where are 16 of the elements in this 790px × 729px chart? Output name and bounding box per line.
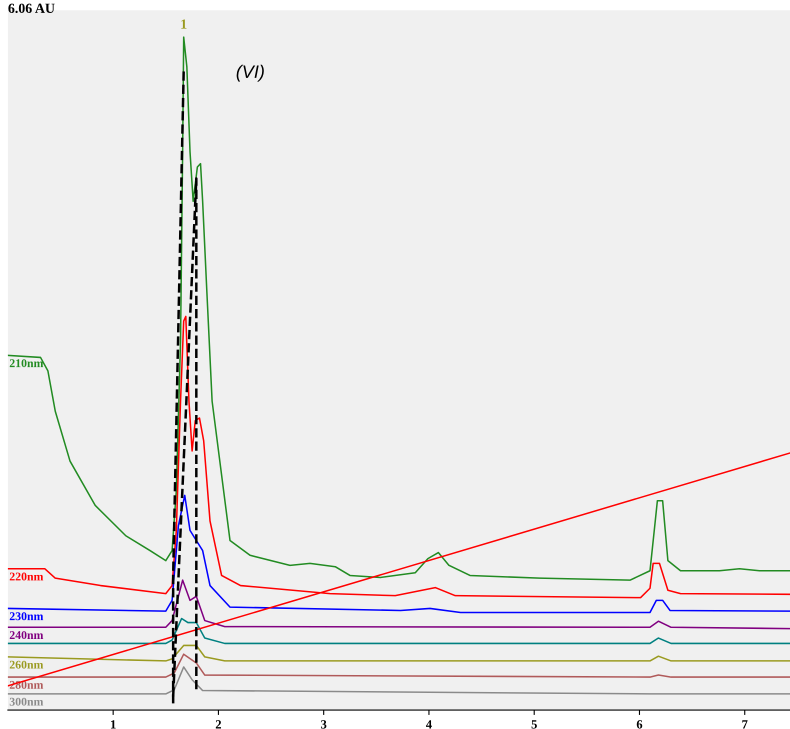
series-label: 240nm [10,631,44,640]
x-tick-label: 5 [532,720,537,729]
x-tick-label: 1 [111,720,116,728]
annotation: 1 [181,19,186,29]
x-tick-label: 4 [426,720,432,728]
x-tick-label: 2 [216,720,222,728]
x-tick-label: 3 [321,720,326,729]
series-label: 230nm [10,612,44,620]
series-label: 210nm [10,359,44,368]
series-label: 300nm [10,698,44,706]
series-label: 220nm [10,572,44,581]
x-tick-label: 6 [636,720,642,729]
text: 6.06 AU [8,4,55,14]
annotation: (VI) [236,64,264,82]
series-label: 260nm [10,660,44,669]
x-tick-label: 7 [742,720,748,728]
